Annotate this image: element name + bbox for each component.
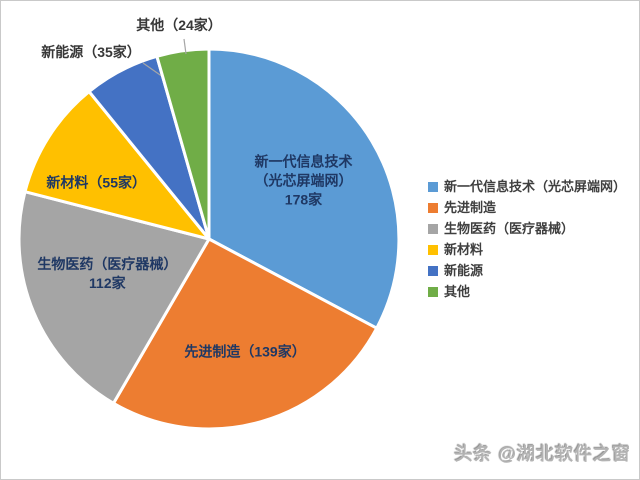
legend-swatch-3 — [428, 244, 438, 255]
legend-label-0: 新一代信息技术（光芯屏端网） — [444, 179, 627, 194]
legend-item-1: 先进制造 — [428, 197, 626, 218]
slice-label-2: 生物医药（医疗器械） 112家 — [37, 256, 177, 291]
legend-swatch-5 — [428, 286, 438, 297]
legend-swatch-0 — [428, 181, 438, 192]
legend-swatch-2 — [428, 223, 438, 234]
legend-label-5: 其他 — [444, 284, 471, 299]
leader-line-4 — [142, 62, 164, 78]
legend-label-1: 先进制造 — [444, 200, 497, 215]
chart-legend: 新一代信息技术（光芯屏端网） 先进制造生物医药（医疗器械） 新材料新能源其他 — [428, 176, 626, 302]
pie-slice-1 — [112, 237, 379, 431]
leader-line-5 — [183, 38, 187, 55]
legend-swatch-4 — [428, 265, 438, 276]
slice-label-5: 其他（24家） — [136, 17, 222, 33]
legend-item-3: 新材料 — [428, 239, 626, 260]
slice-label-3: 新材料（55家） — [46, 174, 146, 190]
legend-label-2: 生物医药（医疗器械） — [444, 221, 575, 236]
pie-slice-3 — [23, 90, 211, 241]
pie-slice-5 — [155, 47, 211, 241]
legend-item-5: 其他 — [428, 281, 626, 302]
slice-label-4: 新能源（35家） — [41, 44, 141, 60]
slice-label-0: 新一代信息技术（光芯屏端网） 178家 — [254, 153, 352, 207]
watermark: 头条 @湖北软件之窗 — [454, 444, 631, 464]
pie-slice-0 — [207, 47, 401, 330]
pie-slice-2 — [17, 190, 211, 405]
legend-item-2: 生物医药（医疗器械） — [428, 218, 626, 239]
legend-swatch-1 — [428, 202, 438, 213]
legend-label-3: 新材料 — [444, 242, 484, 257]
legend-label-4: 新能源 — [444, 263, 484, 278]
slice-label-1: 先进制造（139家） — [184, 343, 305, 359]
legend-item-0: 新一代信息技术（光芯屏端网） — [428, 176, 626, 197]
legend-item-4: 新能源 — [428, 260, 626, 281]
